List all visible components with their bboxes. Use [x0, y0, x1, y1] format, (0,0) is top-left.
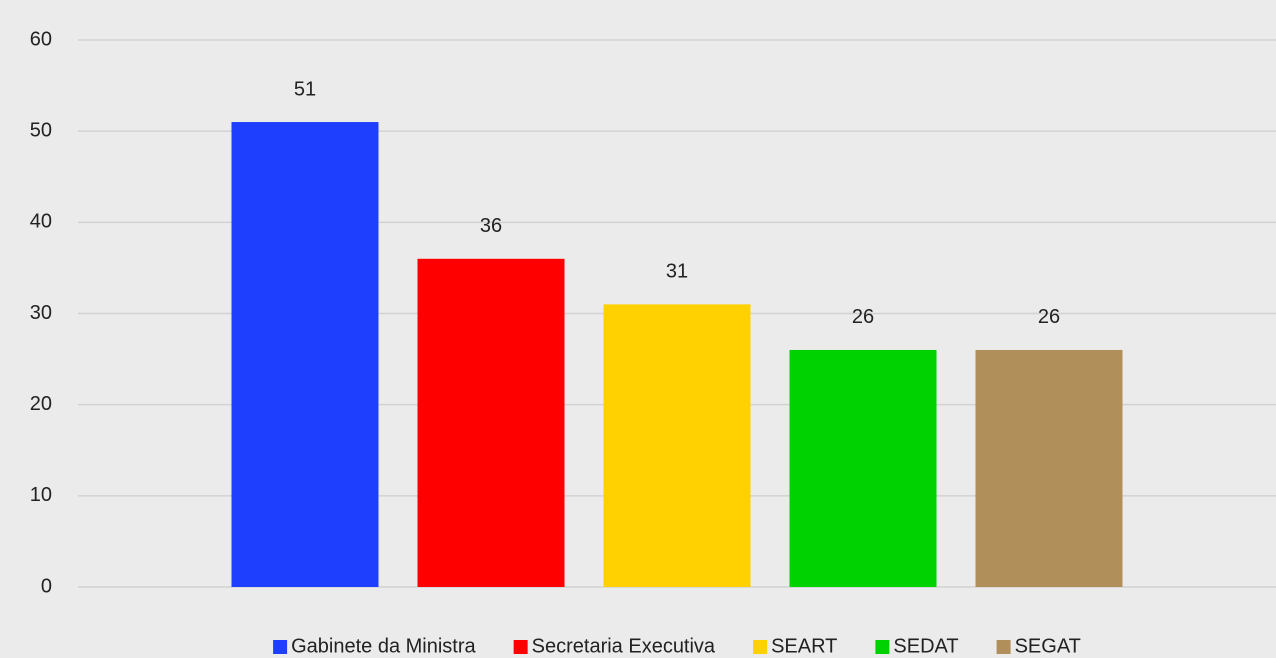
bar — [231, 122, 379, 588]
bar — [603, 304, 751, 587]
y-tick-label: 50 — [30, 119, 52, 141]
bar — [417, 258, 565, 587]
y-tick-label: 60 — [30, 28, 52, 50]
y-tick-label: 40 — [30, 211, 52, 233]
data-label: 51 — [294, 78, 316, 100]
legend-label: SEART — [771, 635, 837, 657]
legend-label: SEGAT — [1015, 635, 1081, 657]
legend-label: Gabinete da Ministra — [291, 635, 476, 657]
y-tick-label: 30 — [30, 302, 52, 324]
y-tick-label: 0 — [41, 575, 52, 597]
data-label: 36 — [480, 215, 502, 237]
legend-swatch — [273, 640, 288, 654]
data-label: 26 — [852, 306, 874, 328]
legend-swatch — [996, 640, 1011, 654]
legend-label: SEDAT — [893, 635, 958, 657]
legend-label: Secretaria Executiva — [532, 635, 716, 657]
legend-swatch — [753, 640, 768, 654]
y-tick-label: 20 — [30, 393, 52, 415]
data-label: 31 — [666, 261, 688, 283]
bar — [975, 349, 1123, 587]
bar — [789, 349, 937, 587]
legend-swatch — [875, 640, 890, 654]
y-tick-label: 10 — [30, 484, 52, 506]
data-label: 26 — [1038, 306, 1060, 328]
legend-swatch — [513, 640, 528, 654]
